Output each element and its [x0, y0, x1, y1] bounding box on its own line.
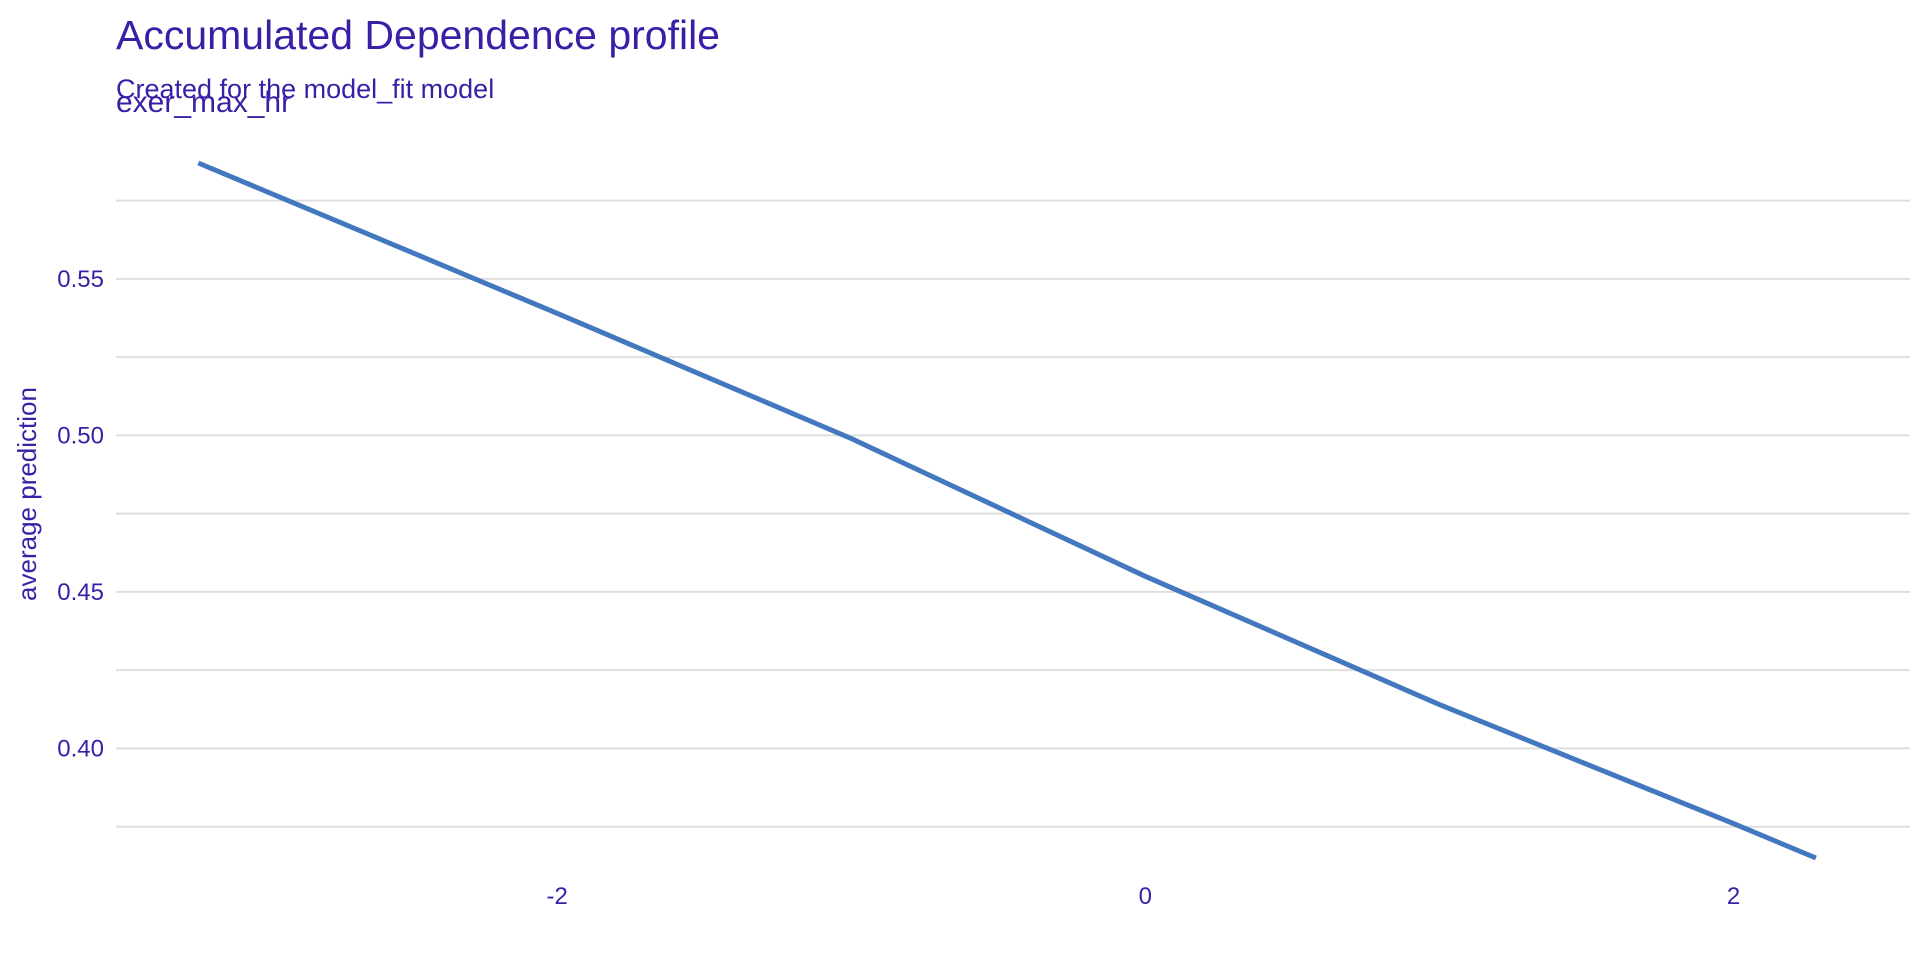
x-tick-label: 2	[1727, 883, 1740, 910]
y-tick-label: 0.55	[57, 266, 104, 293]
y-axis-title: average prediction	[12, 387, 42, 601]
x-tick-label: -2	[546, 883, 567, 910]
series-line	[197, 160, 1817, 861]
chart-title: Accumulated Dependence profile	[116, 12, 720, 58]
x-tick-labels: -2 0 2	[546, 883, 1740, 910]
y-tick-label: 0.50	[57, 422, 104, 449]
y-tick-label: 0.40	[57, 735, 104, 762]
y-tick-labels: 0.40 0.45 0.50 0.55	[57, 266, 104, 763]
x-tick-label: 0	[1139, 883, 1152, 910]
series-lines	[197, 160, 1817, 861]
y-tick-label: 0.45	[57, 579, 104, 606]
facet-label: exer_max_hr	[116, 86, 292, 119]
chart-subtitle: Created for the model_fit model	[116, 74, 495, 104]
